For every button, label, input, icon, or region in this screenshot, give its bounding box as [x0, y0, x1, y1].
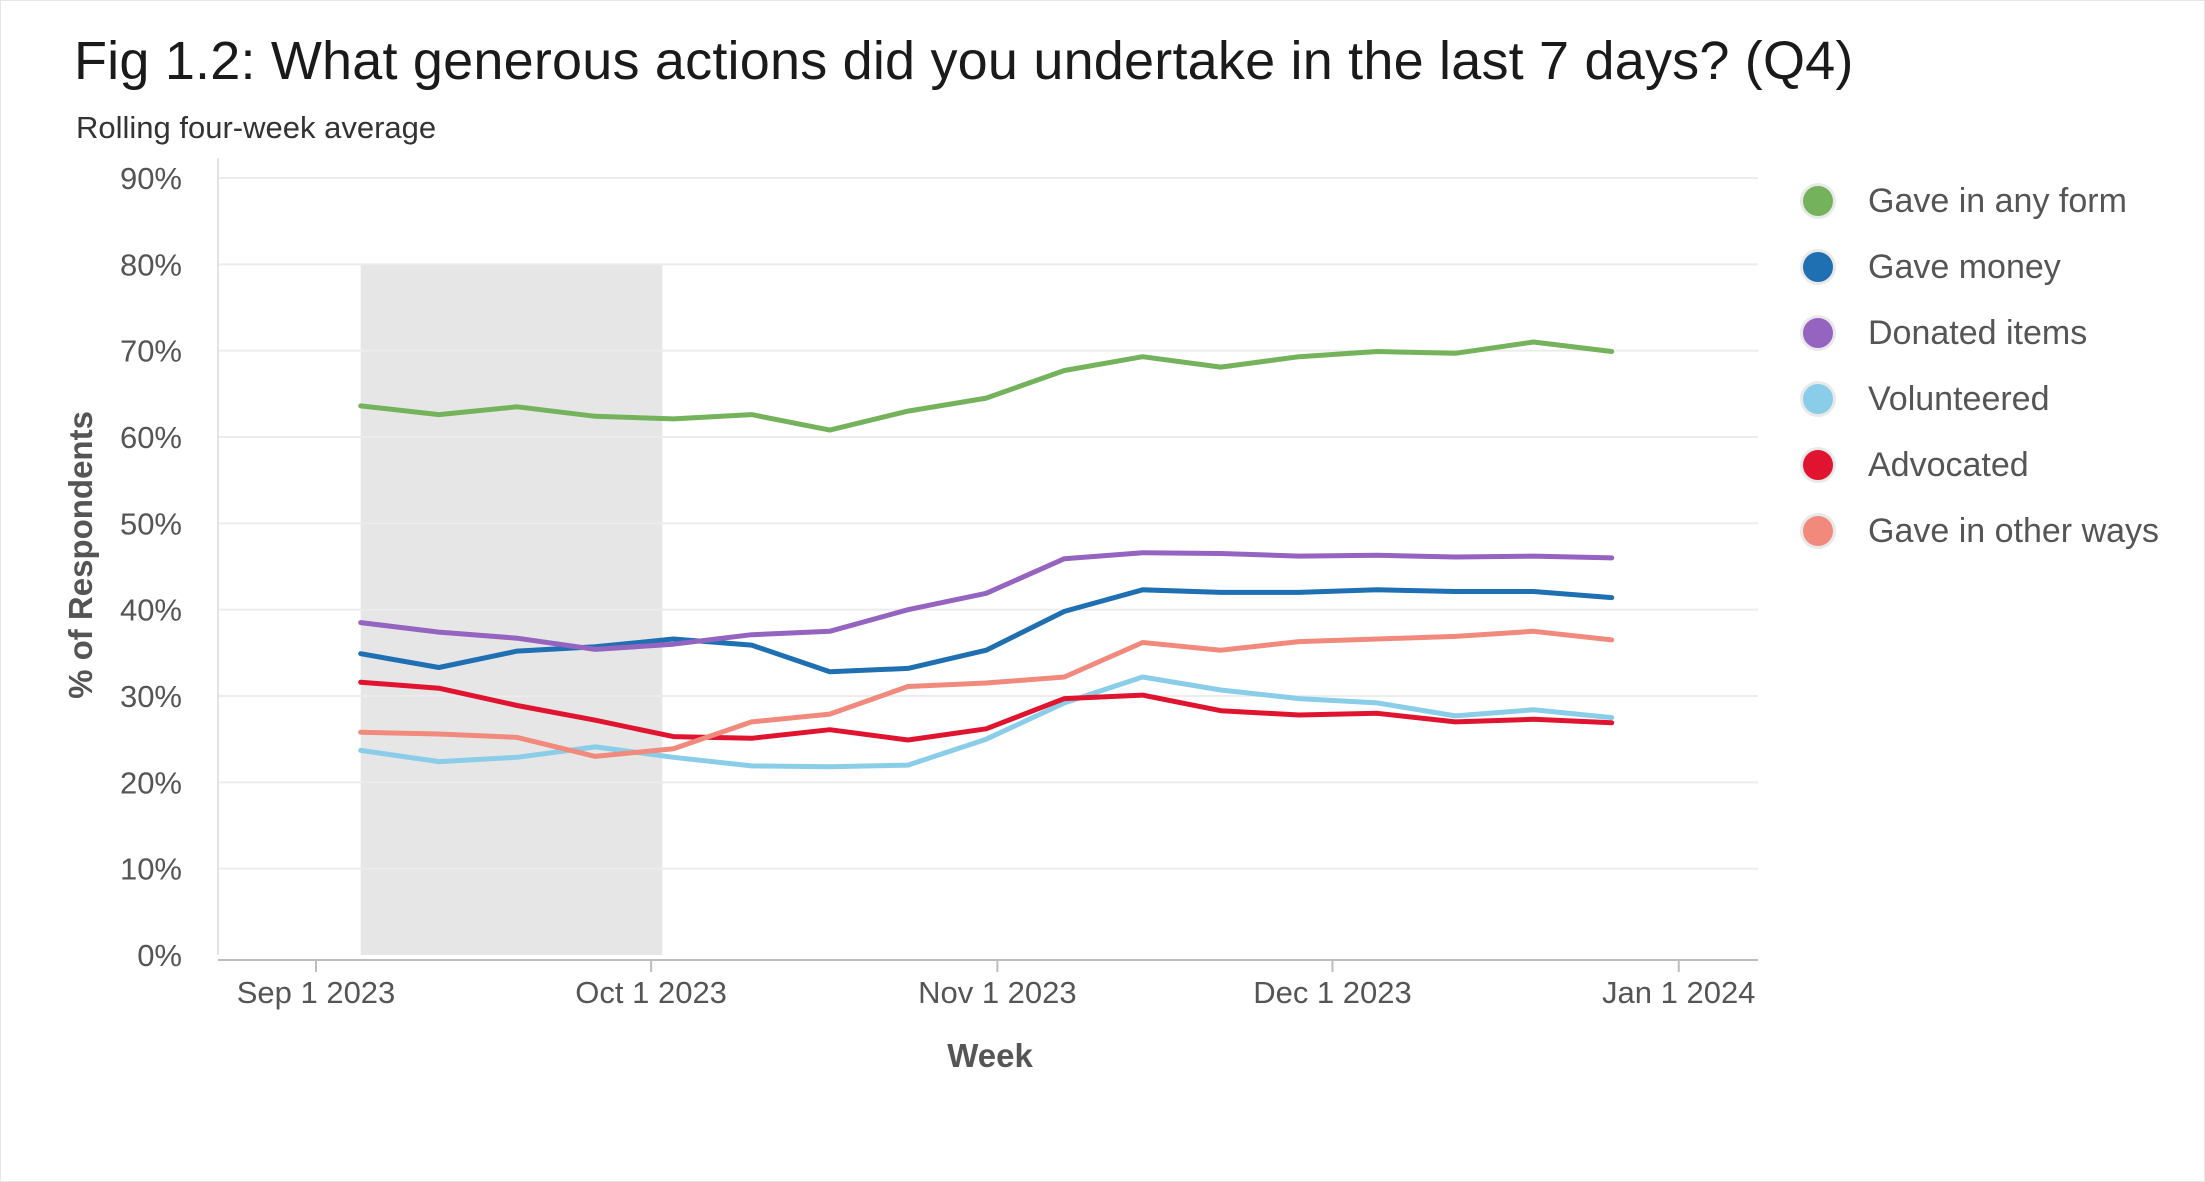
- x-tick-label: Dec 1 2023: [1253, 975, 1412, 1010]
- series-line-gave-in-any-form: [358, 339, 1615, 433]
- chart-legend: Gave in any form Gave money Donated items V…: [1800, 168, 2159, 564]
- series-line-advocated: [358, 679, 1615, 743]
- x-axis-title: Week: [947, 1037, 1033, 1074]
- y-tick-label: 40%: [120, 593, 182, 628]
- x-tick-label: Oct 1 2023: [575, 975, 727, 1010]
- legend-item-donated-items[interactable]: Donated items: [1800, 300, 2159, 366]
- legend-item-gave-in-any-form[interactable]: Gave in any form: [1800, 168, 2159, 234]
- x-tick-label: Sep 1 2023: [237, 975, 396, 1010]
- y-tick-label: 80%: [120, 247, 182, 282]
- legend-label: Volunteered: [1868, 379, 2050, 418]
- chart-subtitle: Rolling four-week average: [76, 110, 437, 145]
- legend-item-gave-money[interactable]: Gave money: [1800, 234, 2159, 300]
- y-tick-label: 90%: [120, 161, 182, 196]
- y-tick-label: 0%: [137, 938, 182, 973]
- chart-title: Fig 1.2: What generous actions did you u…: [74, 31, 1854, 91]
- y-tick-label: 30%: [120, 679, 182, 714]
- y-tick-label: 10%: [120, 852, 182, 887]
- x-tick-label: Nov 1 2023: [918, 975, 1077, 1010]
- legend-item-volunteered[interactable]: Volunteered: [1800, 366, 2159, 432]
- y-tick-label: 50%: [120, 506, 182, 541]
- series-line-gave-money: [358, 587, 1615, 675]
- legend-label: Donated items: [1868, 313, 2088, 352]
- y-tick-label: 60%: [120, 420, 182, 455]
- series-line-gave-in-other-ways: [358, 628, 1615, 759]
- legend-marker-icon: [1800, 513, 1836, 549]
- x-tick-label: Jan 1 2024: [1602, 975, 1755, 1010]
- y-axis-title: % of Respondents: [62, 411, 99, 699]
- legend-label: Gave in other ways: [1868, 511, 2160, 550]
- series-line-donated-items: [358, 550, 1615, 652]
- legend-label: Gave in any form: [1868, 181, 2127, 220]
- legend-marker-icon: [1800, 183, 1836, 219]
- legend-label: Advocated: [1868, 445, 2029, 484]
- y-tick-label: 20%: [120, 765, 182, 800]
- y-tick-label: 70%: [120, 334, 182, 369]
- legend-item-advocated[interactable]: Advocated: [1800, 432, 2159, 498]
- legend-marker-icon: [1800, 381, 1836, 417]
- legend-marker-icon: [1800, 249, 1836, 285]
- legend-label: Gave money: [1868, 247, 2061, 286]
- legend-marker-icon: [1800, 315, 1836, 351]
- legend-item-gave-in-other-ways[interactable]: Gave in other ways: [1800, 498, 2159, 564]
- legend-marker-icon: [1800, 447, 1836, 483]
